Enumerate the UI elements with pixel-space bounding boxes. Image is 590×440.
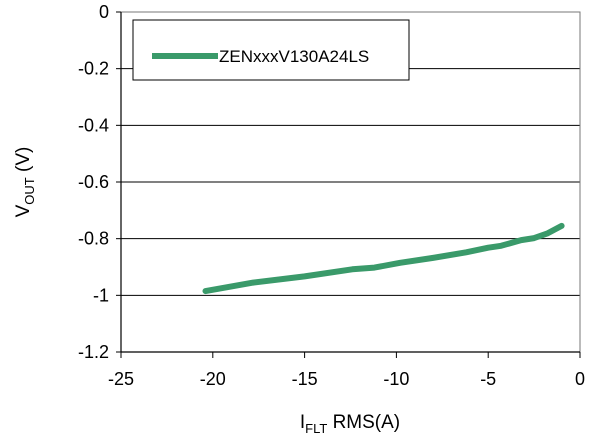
x-tick-label: -15 — [292, 369, 318, 389]
y-tick-label: -0.2 — [78, 59, 109, 79]
x-tick-label: -20 — [200, 369, 226, 389]
x-tick-label: -5 — [480, 369, 496, 389]
y-axis-title-sub: OUT — [22, 177, 37, 205]
y-tick-label: -1.2 — [78, 342, 109, 362]
legend-box — [132, 19, 410, 81]
x-axis-title-sub: FLT — [305, 421, 327, 436]
axes — [116, 11, 581, 358]
y-tick-label: -0.6 — [78, 172, 109, 192]
x-tick-label: -25 — [108, 369, 134, 389]
x-axis-title-rest: RMS(A) — [327, 412, 400, 433]
y-axis-title-main: V — [13, 204, 34, 217]
x-axis-title: IFLT RMS(A) — [300, 412, 400, 436]
y-tick-label: -0.8 — [78, 229, 109, 249]
y-axis-title: VOUT (V) — [13, 147, 37, 218]
x-tick-label: -10 — [383, 369, 409, 389]
x-tick-label: 0 — [575, 369, 585, 389]
y-tick-label: 0 — [99, 2, 109, 22]
series-layer — [202, 222, 565, 295]
legend: ZENxxxV130A24LS — [132, 19, 410, 81]
series-line — [202, 222, 565, 295]
x-axis-title-main: I — [300, 412, 305, 433]
legend-label: ZENxxxV130A24LS — [219, 47, 369, 66]
y-tick-label: -0.4 — [78, 115, 109, 135]
tick-labels: 0 -0.2 -0.4 -0.6 -0.8 -1 -1.2 -25 -20 -15 -10 -5 0 — [78, 2, 585, 389]
y-axis-title-rest: (V) — [13, 147, 34, 178]
y-tick-label: -1 — [93, 285, 109, 305]
